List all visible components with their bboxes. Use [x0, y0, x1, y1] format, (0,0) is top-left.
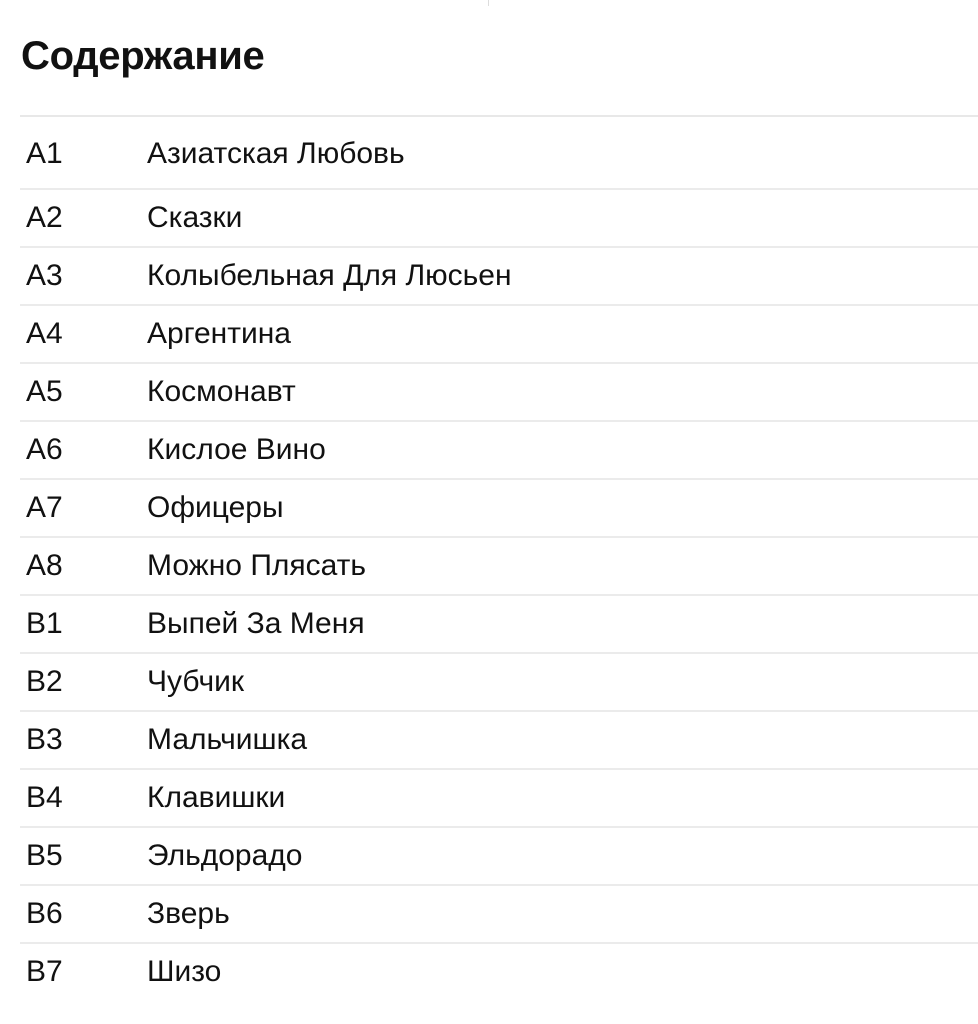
track-row[interactable]: A1 Азиатская Любовь [20, 117, 978, 190]
track-row[interactable]: B7 Шизо [20, 944, 978, 1000]
track-title: Кислое Вино [147, 433, 326, 466]
track-title: Космонавт [147, 375, 296, 408]
track-row[interactable]: B2 Чубчик [20, 654, 978, 712]
track-title: Азиатская Любовь [147, 136, 405, 170]
scroll-indicator [488, 0, 489, 6]
track-row[interactable]: B6 Зверь [20, 886, 978, 944]
track-title: Шизо [147, 955, 222, 988]
track-title: Клавишки [147, 781, 286, 814]
track-title: Аргентина [147, 317, 291, 350]
track-position: B6 [26, 897, 63, 930]
track-title: Выпей За Меня [147, 607, 365, 640]
track-row[interactable]: A8 Можно Плясать [20, 538, 978, 596]
track-position: B5 [26, 839, 63, 872]
track-row[interactable]: B3 Мальчишка [20, 712, 978, 770]
track-position: A8 [26, 549, 63, 582]
track-title: Зверь [147, 897, 230, 930]
track-position: B4 [26, 781, 63, 814]
track-position: A7 [26, 491, 63, 524]
track-position: A3 [26, 259, 63, 292]
track-row[interactable]: B1 Выпей За Меня [20, 596, 978, 654]
track-position: B1 [26, 607, 63, 640]
track-title: Мальчишка [147, 723, 308, 756]
track-position: A6 [26, 433, 63, 466]
track-row[interactable]: A4 Аргентина [20, 306, 978, 364]
track-position: B2 [26, 665, 63, 698]
track-title: Офицеры [147, 491, 284, 524]
track-position: B3 [26, 723, 63, 756]
track-position: A4 [26, 317, 63, 350]
track-row[interactable]: A5 Космонавт [20, 364, 978, 422]
track-title: Можно Плясать [147, 549, 367, 582]
track-row[interactable]: A3 Колыбельная Для Люсьен [20, 248, 978, 306]
track-position: A2 [26, 201, 63, 234]
track-row[interactable]: A7 Офицеры [20, 480, 978, 538]
track-position: A1 [26, 136, 63, 170]
track-position: A5 [26, 375, 63, 408]
track-title: Колыбельная Для Люсьен [147, 259, 512, 292]
tracklist: A1 Азиатская Любовь A2 Сказки A3 Колыбельная … [20, 115, 978, 1000]
track-title: Чубчик [147, 665, 245, 698]
page-title: Содержание [21, 34, 265, 78]
track-row[interactable]: A6 Кислое Вино [20, 422, 978, 480]
track-row[interactable]: A2 Сказки [20, 190, 978, 248]
track-title: Сказки [147, 201, 243, 234]
track-title: Эльдорадо [147, 839, 303, 872]
track-row[interactable]: B4 Клавишки [20, 770, 978, 828]
track-row[interactable]: B5 Эльдорадо [20, 828, 978, 886]
track-position: B7 [26, 955, 63, 988]
